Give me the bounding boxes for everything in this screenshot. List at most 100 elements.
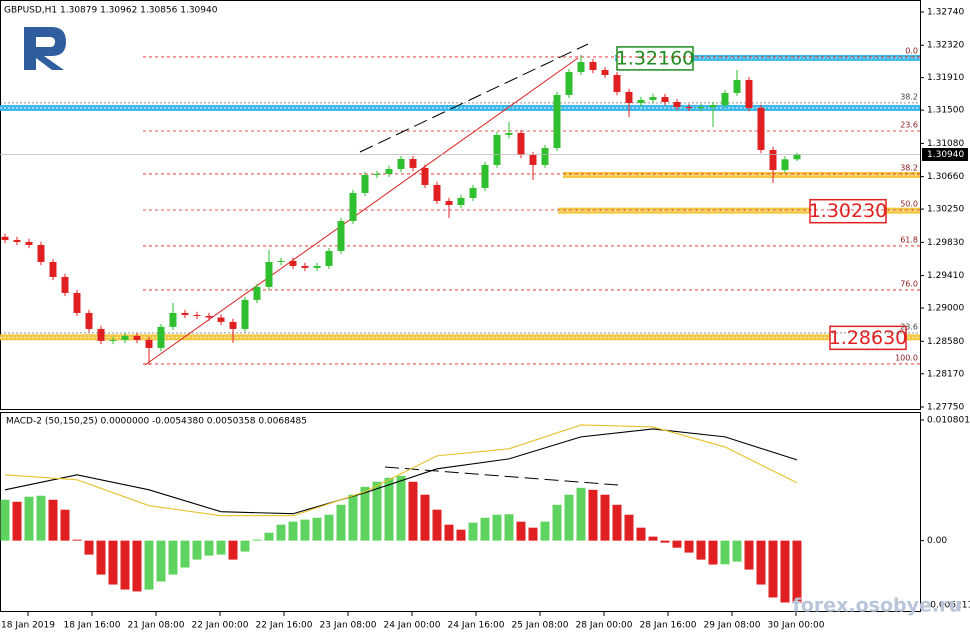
histogram-bar [432,509,442,541]
x-tick-label: 25 Jan 08:00 [512,621,569,631]
x-tick-label: 28 Jan 16:00 [640,621,697,631]
histogram-bar [324,514,334,541]
macd-line [4,424,798,517]
current-price-box [922,147,968,161]
candle-body [505,132,513,135]
histogram-bar [624,514,634,541]
candle-body [337,220,345,251]
candle-body [73,292,81,313]
candle-body [373,173,381,175]
ohlc-label: 1.30879 1.30962 1.30856 1.30940 [60,6,218,16]
histogram-bar [468,522,478,541]
axes: 1.32740 1.32320 1.31910 1.31500 1.31080 1.306… [0,8,970,631]
histogram-bar [384,477,394,541]
histogram-bar [288,521,298,541]
histogram-bar [600,494,610,541]
histogram-bar [96,540,106,575]
fib-label: 23.6 [900,322,918,331]
x-tick-label: 22 Jan 16:00 [256,621,313,631]
histogram-bar [492,514,502,541]
histogram-bar [696,540,706,560]
histogram-bar [684,540,694,553]
histogram-bar [228,540,238,560]
histogram-bar [144,540,154,590]
histogram-bar [360,486,370,541]
y-tick-label: 1.27750 [927,403,964,413]
candle-body [661,97,669,103]
histogram-bar [768,540,778,598]
histogram-bar [540,521,550,541]
x-tick-label: 18 Jan 2019 [1,621,55,631]
candle-body [529,154,537,165]
candle-body [649,97,657,100]
histogram-bar [36,495,46,541]
histogram-bar [300,519,310,541]
fib-label: 38.2 [900,163,918,172]
histogram-bar [312,517,322,541]
candle-body [481,164,489,188]
histogram-bar [744,540,754,570]
histogram-bar [168,540,178,575]
candle-body [49,261,57,277]
x-tick-label: 18 Jan 16:00 [64,621,121,631]
histogram-bar [588,489,598,541]
histogram-bar [552,504,562,541]
histogram-bar [792,540,802,604]
fib-label: 23.6 [900,120,918,129]
candle-body [217,317,225,322]
histogram-bar [612,504,622,541]
histogram [0,424,802,604]
candle-body [1,236,9,240]
fib-label: 76.0 [900,279,918,288]
histogram-bar [636,527,646,541]
fib-label: 50.0 [900,199,918,208]
candle-body [325,250,333,266]
fib-label: 100.0 [895,353,918,362]
x-tick-label: 28 Jan 00:00 [576,621,633,631]
histogram-bar [504,514,514,541]
candle-body [157,326,165,348]
histogram-bar [672,540,682,548]
candle-body [757,107,765,150]
candle-body [169,312,177,327]
channel-line [359,43,589,153]
candle-body [25,241,33,245]
candle-body [313,265,321,268]
candle-body [349,192,357,221]
candle-body [241,299,249,329]
y-tick-label: 1.30250 [927,205,964,215]
candle-body [673,102,681,107]
x-tick-label: 21 Jan 08:00 [128,621,185,631]
histogram-bar [564,494,574,541]
y-tick-label: 1.31080 [927,139,964,149]
y-tick-label: 0.0108012 [927,416,970,426]
candle-body [433,184,441,201]
histogram-bar [336,504,346,541]
current-price-label: 1.30940 [927,150,964,160]
y-tick-label: 1.32320 [927,41,964,51]
candle-body [85,312,93,329]
candle-body [709,105,717,107]
histogram-bar [348,494,358,541]
candles [1,54,801,365]
level-band [563,171,920,178]
histogram-bar [192,540,202,560]
candle-body [781,159,789,170]
histogram-bar [720,540,730,565]
candle-body [517,132,525,155]
histogram-bar [216,540,226,555]
candle-body [301,265,309,268]
watermark: forex.osobye.ru [793,595,962,617]
histogram-bar [516,521,526,541]
candle-body [205,315,213,318]
y-tick-label: 1.29410 [927,271,964,281]
x-tick-label: 24 Jan 00:00 [384,621,441,631]
histogram-bar [708,540,718,565]
logo-mark [24,27,66,70]
histogram-bar [0,499,10,541]
candle-body [385,168,393,174]
histogram-bar [264,532,274,541]
trend-line [144,57,579,366]
level-box [809,198,887,224]
